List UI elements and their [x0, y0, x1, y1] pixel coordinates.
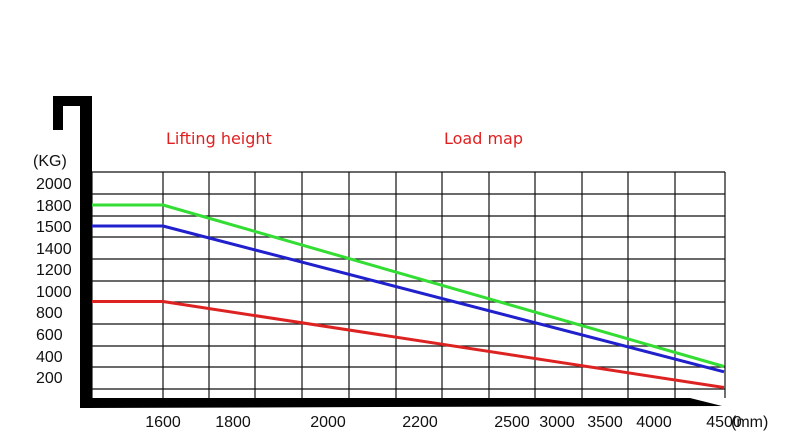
- x-tick-labels: 1600 1800 2000 2200 2500 3000 3500 4000 4500: [145, 414, 742, 431]
- y-tick-label: 400: [36, 349, 63, 366]
- x-tick-label: 4000: [636, 414, 672, 431]
- x-tick-label: 3500: [587, 414, 623, 431]
- lifting-height-annotation: Lifting height: [166, 129, 272, 148]
- x-tick-label: 2200: [402, 414, 438, 431]
- y-tick-label: 1800: [36, 198, 72, 215]
- x-axis-label: (mm): [731, 414, 768, 431]
- y-tick-label: 600: [36, 327, 63, 344]
- y-tick-label: 1200: [36, 262, 72, 279]
- x-tick-label: 1800: [215, 414, 251, 431]
- series-line-blue: [92, 224, 725, 374]
- x-tick-label: 4500: [706, 414, 742, 431]
- y-tick-label: 2000: [36, 176, 72, 193]
- series-line-red: [92, 300, 725, 389]
- x-tick-label: 2500: [494, 414, 530, 431]
- series-layer: [92, 203, 725, 389]
- y-tick-label: 800: [36, 305, 63, 322]
- chart-grid: [91, 171, 726, 398]
- y-tick-labels: 2000 1800 1500 1400 1200 1000 800 600 400 200: [36, 176, 72, 387]
- x-axis-base: [80, 398, 722, 408]
- x-tick-label: 3000: [539, 414, 575, 431]
- y-axis-label: (KG): [33, 153, 67, 170]
- y-tick-label: 1500: [36, 219, 72, 236]
- series-line-green: [92, 203, 725, 368]
- x-tick-label: 1600: [145, 414, 181, 431]
- y-tick-label: 1000: [36, 284, 72, 301]
- y-tick-label: 1400: [36, 241, 72, 258]
- load-map-annotation: Load map: [444, 129, 524, 148]
- x-tick-label: 2000: [310, 414, 346, 431]
- axis-bracket: [53, 96, 92, 408]
- y-tick-label: 200: [36, 370, 63, 387]
